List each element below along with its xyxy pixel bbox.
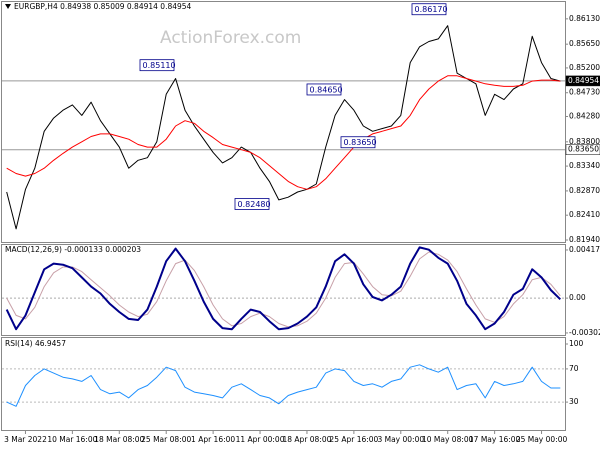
rsi-title: RSI(14) 46.9457 [5, 339, 66, 348]
annotation-box [234, 198, 270, 210]
x-tick-label: 3 Mar 2022 [4, 435, 47, 444]
annotation-box [306, 83, 342, 96]
y-tick-label: 0.85650 [569, 39, 600, 48]
series-line [6, 251, 561, 328]
chart-title: EURGBP,H4 0.84938 0.85009 0.84914 0.8495… [14, 2, 192, 11]
macd-panel [1, 244, 566, 336]
x-tick-label: 17 May 16:00 [469, 435, 521, 444]
x-tick-label: 3 May 00:00 [377, 435, 424, 444]
annotation-box [139, 59, 175, 72]
y-tick-label: 0.82410 [569, 210, 600, 219]
annotation: 0.84650 [310, 85, 343, 94]
y-tick-label: 0.83340 [569, 161, 600, 170]
y-tick-label: 30 [569, 397, 579, 406]
y-tick-label: -0.003022 [569, 328, 600, 337]
annotation-box [411, 3, 447, 16]
annotation: 0.83650 [344, 138, 377, 147]
series-line [6, 75, 561, 190]
y-tick-label: 0.81940 [569, 235, 600, 244]
y-tick-label: 0.82870 [569, 186, 600, 195]
x-tick-label: 1 Apr 16:00 [191, 435, 235, 444]
price-label-box [565, 144, 600, 155]
price-label: 0.84954 [568, 76, 599, 85]
annotation: 0.85110 [143, 61, 176, 70]
x-tick-label: 25 May 00:00 [516, 435, 568, 444]
x-tick-label: 18 Apr 08:00 [283, 435, 332, 444]
price-label: 0.83650 [568, 145, 599, 154]
macd-title: MACD(12,26,9) -0.000133 0.000203 [5, 245, 141, 254]
price-label-box [565, 75, 600, 87]
y-tick-label: 100 [569, 339, 584, 348]
y-tick-label: 0.84280 [569, 111, 600, 120]
x-tick-label: 10 May 08:00 [422, 435, 474, 444]
y-tick-label: 0.83800 [569, 137, 600, 146]
annotation: 0.86170 [415, 5, 448, 14]
y-tick-label: 0.004179 [569, 245, 600, 254]
annotation-box [340, 136, 376, 149]
y-tick-label: 0.84730 [569, 88, 600, 97]
x-tick-label: 18 Mar 08:00 [94, 435, 144, 444]
rsi-panel [1, 337, 566, 431]
series-line [5, 246, 561, 331]
x-tick-label: 25 Apr 16:00 [329, 435, 378, 444]
annotation: 0.82480 [238, 200, 271, 209]
y-tick-label: 70 [569, 364, 579, 373]
x-tick-label: 10 Mar 16:00 [47, 435, 97, 444]
price-panel [1, 1, 566, 243]
y-tick-label: 0.85200 [569, 63, 600, 72]
y-tick-label: 0.00 [569, 293, 586, 302]
series-line [6, 364, 561, 407]
x-tick-label: 11 Apr 00:00 [236, 435, 285, 444]
dropdown-icon [5, 4, 11, 9]
y-tick-label: 0.86130 [569, 14, 600, 23]
watermark: ActionForex.com [160, 28, 301, 48]
x-tick-label: 25 Mar 08:00 [141, 435, 191, 444]
